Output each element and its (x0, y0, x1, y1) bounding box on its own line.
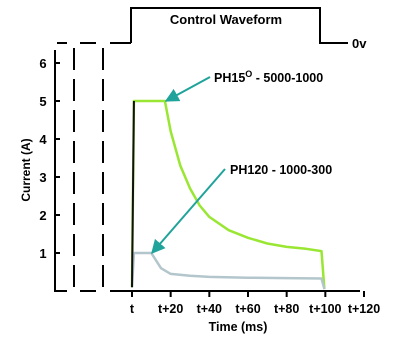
control-waveform: Control Waveform 0v (57, 7, 367, 51)
x-tick-label: t+80 (274, 302, 299, 316)
y-tick-label: 5 (39, 94, 46, 109)
series-line-1 (130, 99, 326, 290)
x-tick-label: t+100 (309, 302, 341, 316)
control-waveform-title: Control Waveform (170, 12, 282, 27)
axes (54, 48, 360, 292)
y-axis-label: Current (A) (19, 138, 33, 201)
y-tick-label: 6 (39, 56, 46, 71)
annotation-arrow-ph15 (164, 76, 211, 102)
series-layer (130, 99, 326, 290)
y-tick-label: 4 (39, 132, 47, 147)
y-tick-label: 3 (39, 170, 46, 185)
x-axis-label: Time (ms) (209, 320, 268, 334)
annotation-label-ph15: PH15O - 5000-1000 (214, 69, 323, 85)
onset-rise-line (131, 100, 135, 288)
control-waveform-pulse (130, 7, 348, 44)
y-tick-label: 2 (39, 208, 46, 223)
ticks: 1 2 3 4 5 6 t t+20 t+40 t+60 t+80 t+100 t+120 (39, 56, 380, 316)
y-tick-label: 1 (39, 246, 46, 261)
series-line-2 (130, 251, 326, 290)
annotation-arrow-ph120 (151, 168, 226, 255)
x-tick-label: t (130, 302, 135, 316)
annotations: PH15O - 5000-1000 PH120 - 1000-300 (151, 69, 332, 255)
x-tick-label: t+120 (348, 302, 380, 316)
x-tick-label: t+60 (235, 302, 260, 316)
control-waveform-end-label: 0v (352, 36, 367, 51)
x-tick-label: t+20 (158, 302, 183, 316)
annotation-label-ph120: PH120 - 1000-300 (230, 163, 332, 177)
x-tick-label: t+40 (197, 302, 222, 316)
